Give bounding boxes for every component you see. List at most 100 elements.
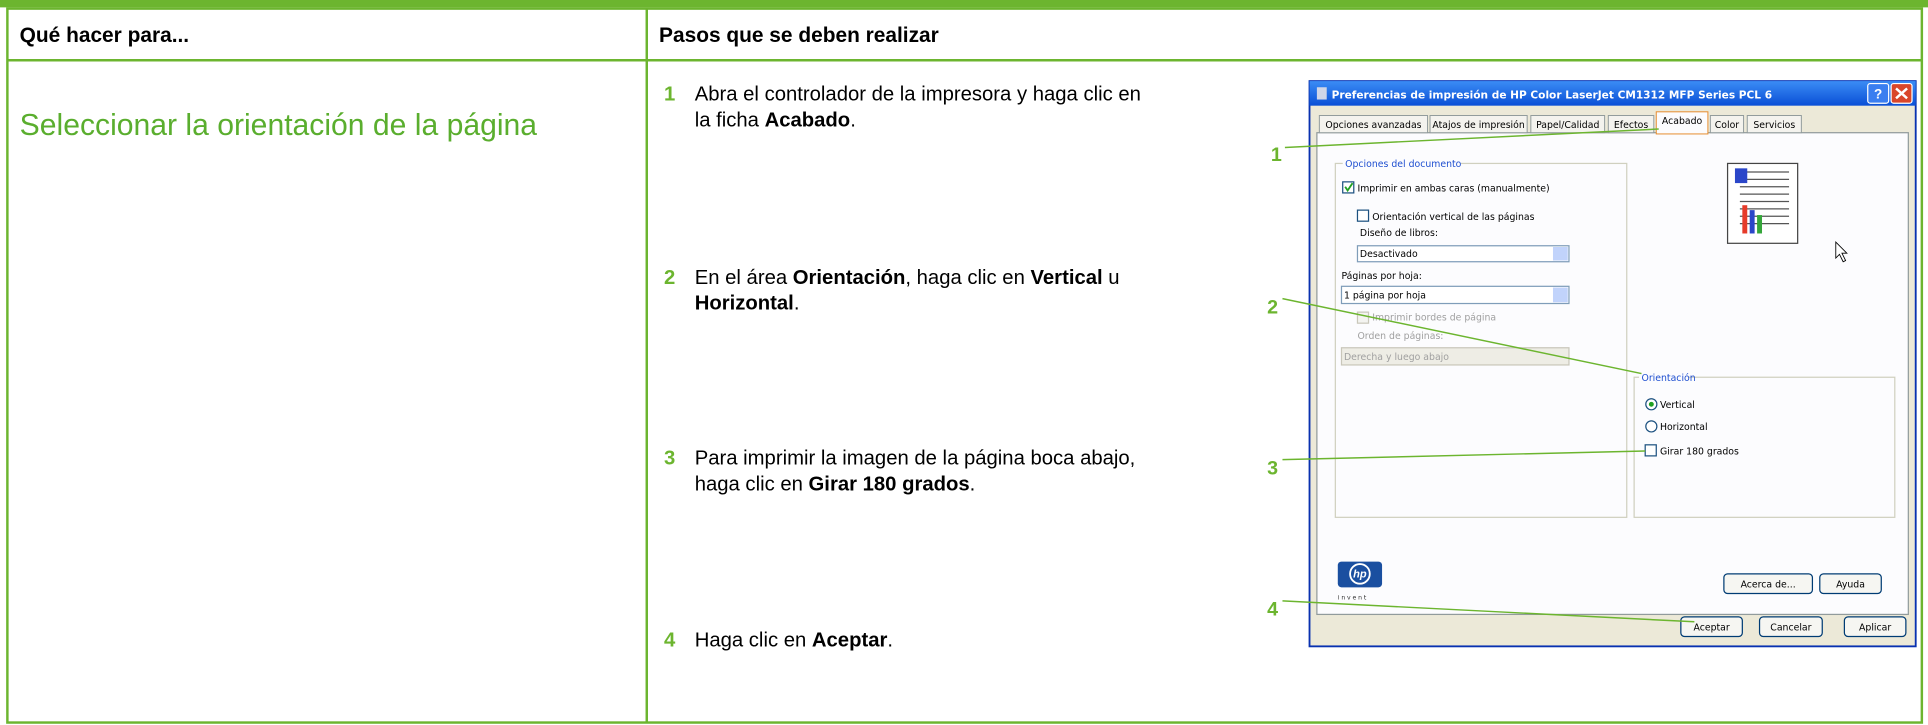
- step-text-part: Vertical: [1031, 267, 1103, 289]
- step-text-part: u: [1103, 267, 1120, 289]
- top-bar: [0, 0, 1928, 8]
- title-bar: [1309, 81, 1916, 106]
- step-text: En el área Orientación, haga clic en Ver…: [695, 267, 1120, 289]
- step-text: Abra el controlador de la impresora y ha…: [695, 84, 1141, 106]
- step-text: Haga clic en Aceptar.: [695, 629, 893, 651]
- field-label: Páginas por hoja:: [1341, 271, 1421, 282]
- checkbox: [1356, 311, 1370, 324]
- step-text-part: .: [887, 629, 893, 651]
- step-text-part: Abra el controlador de la impresora y ha…: [695, 84, 1141, 106]
- group-label-bg: [1342, 158, 1461, 170]
- dropdown[interactable]: [1356, 245, 1570, 263]
- tab-label: Opciones avanzadas: [1325, 120, 1421, 131]
- button[interactable]: [1758, 616, 1823, 638]
- callout-line: [1282, 600, 1695, 623]
- radio-label: Horizontal: [1660, 422, 1708, 433]
- dropdown-value: 1 página por hoja: [1344, 291, 1426, 302]
- hp-logo: [1337, 561, 1383, 588]
- dropdown-arrow: [1552, 246, 1568, 261]
- dropdown-value: Desactivado: [1360, 249, 1418, 260]
- tab[interactable]: [1607, 115, 1655, 134]
- step-text-part: .: [794, 293, 800, 315]
- tab-label: Servicios: [1753, 120, 1795, 131]
- steps: 1 Abra el controlador de la impresora y h…: [664, 84, 1141, 652]
- step-text: haga clic en Girar 180 grados.: [695, 473, 976, 495]
- tab[interactable]: [1318, 115, 1429, 134]
- checkbox[interactable]: [1342, 181, 1355, 194]
- checkbox[interactable]: [1644, 444, 1657, 457]
- step-text-part: Para imprimir la imagen de la página boc…: [695, 447, 1136, 469]
- check-mark: [1344, 182, 1354, 193]
- header-cell: Qué hacer para...: [20, 24, 189, 47]
- button[interactable]: [1843, 616, 1907, 638]
- checkbox-label: Orientación vertical de las páginas: [1372, 212, 1534, 223]
- dropdown[interactable]: [1340, 285, 1570, 305]
- tab[interactable]: [1746, 115, 1802, 134]
- preview-lines: [1739, 171, 1790, 225]
- step-text-part: En el área: [695, 267, 793, 289]
- group-label: Opciones del documento: [1345, 159, 1461, 170]
- group-label-bg: [1639, 372, 1689, 384]
- header-cell: Pasos que se deben realizar: [659, 24, 939, 47]
- preview-chart: [1742, 205, 1748, 234]
- title-icon: [1316, 87, 1327, 100]
- button-label: Acerca de...: [1741, 579, 1796, 590]
- field-label: Diseño de libros:: [1360, 228, 1438, 239]
- close-icon: [1895, 87, 1908, 100]
- step-text-part: .: [970, 473, 976, 495]
- checkbox-label: Imprimir bordes de página: [1372, 313, 1496, 324]
- buttons: Acerca de... Ayuda Aceptar Cancelar Aplicar: [1680, 573, 1907, 638]
- step-text-part: .: [850, 110, 856, 132]
- step-text-part: haga clic en: [695, 473, 809, 495]
- checkbox-label: Imprimir en ambas caras (manualmente): [1357, 184, 1549, 195]
- tab[interactable]: [1530, 115, 1606, 134]
- checkbox-label: Girar 180 grados: [1660, 447, 1739, 458]
- preview-chart: [1757, 215, 1763, 234]
- tab[interactable]: [1429, 115, 1528, 134]
- checkbox[interactable]: [1356, 209, 1370, 222]
- button-label: Cancelar: [1770, 622, 1811, 633]
- dropdown-arrow: [1552, 287, 1568, 303]
- callout-line: [1282, 297, 1642, 375]
- hp-logo-mark: hp: [1353, 569, 1367, 581]
- callout-number: 1: [1271, 144, 1282, 166]
- tab[interactable]: [1709, 115, 1745, 134]
- preview-letter: [1734, 168, 1748, 184]
- tab-panel: [1316, 132, 1909, 616]
- callout-line: [1282, 450, 1646, 461]
- button[interactable]: [1680, 616, 1743, 638]
- button-label: Ayuda: [1836, 579, 1865, 590]
- table-border: [6, 7, 1924, 724]
- step-text: Horizontal.: [695, 293, 800, 315]
- radio-button[interactable]: [1645, 420, 1658, 433]
- mouse-cursor: [1835, 241, 1848, 263]
- help-button[interactable]: [1867, 82, 1890, 104]
- callout-number: 4: [1267, 599, 1278, 621]
- callout-number: 3: [1267, 457, 1278, 479]
- dropdown-value: Derecha y luego abajo: [1344, 352, 1449, 363]
- radio-dot: [1648, 401, 1654, 407]
- step-text: Para imprimir la imagen de la página boc…: [695, 447, 1136, 469]
- step-text-part: Girar 180 grados: [809, 473, 970, 495]
- callouts: 1 2 3 4: [1267, 128, 1695, 623]
- radio-label: Vertical: [1660, 400, 1695, 411]
- dialog-title: Preferencias de impresión de HP Color La…: [1332, 89, 1772, 101]
- step-text-part: Aceptar: [812, 629, 888, 651]
- button[interactable]: [1723, 573, 1814, 595]
- tab-label: Acabado: [1662, 116, 1703, 127]
- field-label: Orden de páginas:: [1357, 331, 1443, 342]
- step-text-part: Orientación: [793, 267, 906, 289]
- button-label: Aplicar: [1859, 622, 1891, 633]
- tab-label: Efectos: [1614, 120, 1648, 131]
- step-text-part: Horizontal: [695, 293, 794, 315]
- hp-logo-text: invent: [1338, 595, 1368, 602]
- group-box: [1633, 376, 1896, 518]
- step-number: 1: [664, 84, 675, 106]
- dialog: Preferencias de impresión de HP Color La…: [1308, 80, 1917, 648]
- task-title: Seleccionar la orientación de la página: [20, 109, 538, 142]
- step-text-part: , haga clic en: [905, 267, 1030, 289]
- button[interactable]: [1819, 573, 1882, 595]
- tab-label: Papel/Calidad: [1536, 120, 1599, 131]
- tab-selected[interactable]: [1655, 111, 1709, 135]
